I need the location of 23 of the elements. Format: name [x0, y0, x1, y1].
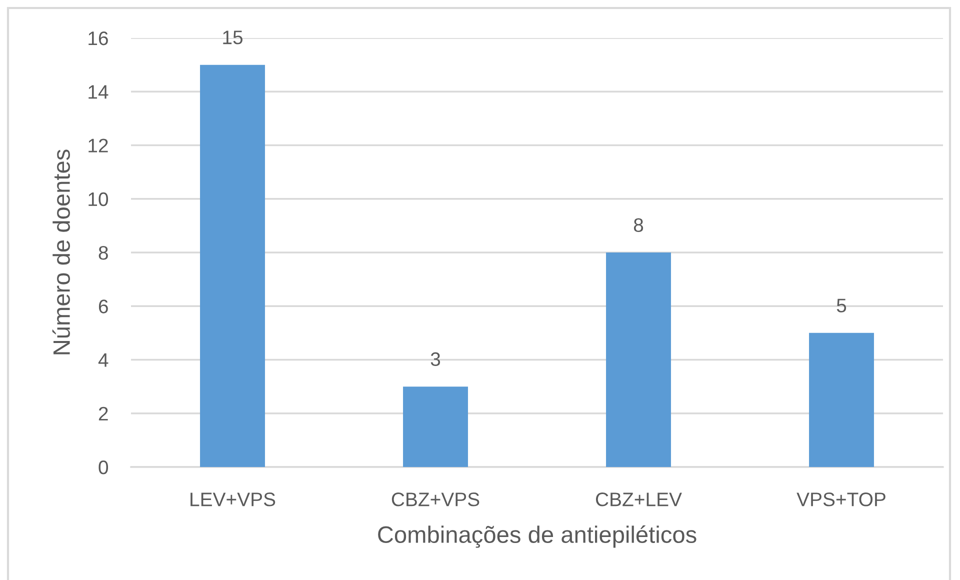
data-label: 5	[836, 298, 846, 312]
y-tick-label: 16	[88, 31, 108, 46]
y-tick-label: 6	[98, 300, 108, 314]
y-tick-label: 8	[98, 246, 108, 260]
y-tick-label: 10	[88, 192, 108, 206]
bar	[809, 332, 874, 467]
y-tick-label: 4	[98, 353, 108, 367]
x-tick-label: CBZ+VPS	[392, 492, 480, 506]
bar	[606, 252, 671, 467]
x-tick-label: VPS+TOP	[796, 492, 886, 506]
bar	[403, 386, 468, 467]
y-axis-title: Número de doentes	[52, 150, 70, 354]
y-tick-label: 2	[98, 406, 108, 420]
y-tick-label: 0	[98, 460, 108, 474]
x-tick-label: CBZ+LEV	[596, 492, 682, 506]
y-tick-label: 12	[88, 138, 108, 152]
bar	[200, 64, 265, 467]
data-label: 3	[430, 352, 440, 366]
x-tick-label: LEV+VPS	[190, 492, 276, 506]
data-label: 15	[223, 30, 242, 44]
y-tick-label: 14	[88, 85, 108, 99]
data-label: 8	[634, 218, 644, 232]
x-axis-title: Combinações de antiepiléticos	[378, 525, 696, 548]
